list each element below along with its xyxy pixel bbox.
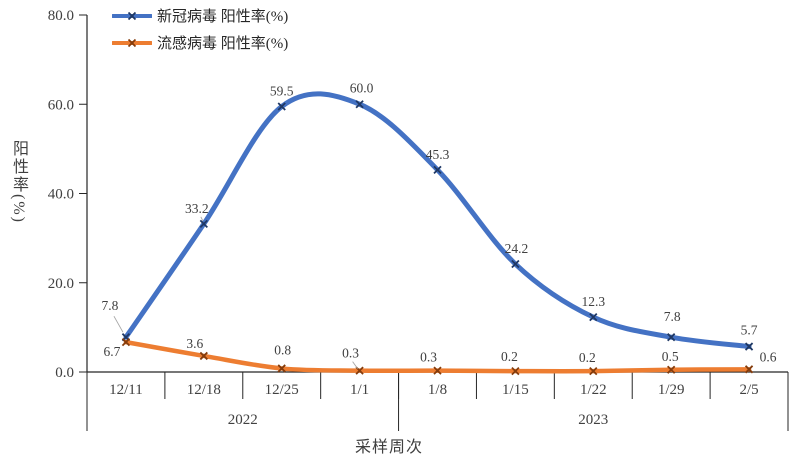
flu-data-label: 6.7 (104, 344, 121, 359)
covid-marker-icon (667, 333, 676, 342)
covid-marker-icon (355, 100, 364, 109)
year-group-label: 2023 (578, 412, 608, 428)
covid-data-label: 45.3 (426, 147, 450, 162)
flu-marker-icon (744, 365, 754, 374)
legend-label-flu: 流感病毒 阳性率(%) (157, 36, 289, 52)
covid-marker-icon (589, 312, 598, 322)
year-group-label: 2022 (228, 412, 258, 428)
flu-data-label: 3.6 (186, 336, 203, 351)
y-tick-label: 60.0 (48, 97, 74, 113)
flu-marker-icon (667, 365, 676, 374)
flu-data-label: 0.3 (342, 346, 359, 361)
y-tick-label: 20.0 (48, 276, 74, 292)
data-label-leader-line (352, 361, 358, 369)
x-category-label: 1/29 (658, 382, 685, 398)
data-label-leader-line (113, 315, 124, 333)
covid-data-label: 7.8 (102, 298, 119, 313)
x-axis-title: 采样周次 (355, 439, 424, 456)
flu-marker-icon (433, 366, 442, 375)
covid-marker-icon (511, 259, 520, 269)
legend: 新冠病毒 阳性率(%) 流感病毒 阳性率(%) (112, 2, 288, 56)
x-category-label: 2/5 (739, 382, 758, 398)
legend-label-covid: 新冠病毒 阳性率(%) (157, 9, 289, 25)
y-tick-label: 80.0 (48, 8, 74, 24)
x-category-label: 1/22 (580, 382, 607, 398)
x-category-label: 12/18 (187, 382, 221, 398)
covid-data-label: 59.5 (270, 83, 294, 98)
covid-marker-icon (277, 102, 286, 111)
x-category-label: 12/11 (109, 382, 143, 398)
y-axis-title: 阳性率(%) (10, 140, 27, 224)
y-tick-label: 0.0 (55, 365, 74, 381)
x-category-label: 1/15 (502, 382, 529, 398)
flu-data-label: 0.2 (579, 350, 596, 365)
flu-marker-icon (277, 364, 286, 373)
flu-marker-icon (511, 366, 520, 376)
covid-marker-icon (199, 219, 208, 228)
flu-marker-icon (589, 366, 598, 376)
covid-data-label: 24.2 (505, 241, 529, 256)
flu-data-label: 0.8 (274, 342, 291, 357)
covid-data-label: 5.7 (741, 323, 758, 338)
y-tick-label: 40.0 (48, 187, 74, 203)
covid-line-swatch-icon (112, 11, 152, 20)
flu-line-swatch-icon (112, 38, 152, 47)
flu-data-label: 0.6 (760, 349, 777, 364)
x-category-label: 12/25 (265, 382, 299, 398)
covid-data-label: 60.0 (350, 80, 374, 95)
x-category-label: 1/1 (350, 382, 369, 398)
legend-item-flu: 流感病毒 阳性率(%) (112, 29, 288, 56)
covid-marker-icon (744, 342, 754, 351)
x-category-label: 1/8 (428, 382, 447, 398)
flu-line (123, 339, 752, 374)
covid-data-label: 12.3 (581, 294, 605, 309)
legend-item-covid: 新冠病毒 阳性率(%) (112, 2, 288, 29)
data-label-leader-line (200, 216, 204, 222)
flu-marker-icon (121, 337, 131, 347)
flu-data-label: 0.5 (662, 349, 679, 364)
flu-data-label: 0.2 (501, 349, 518, 364)
covid-marker-icon (433, 165, 442, 174)
covid-line (123, 91, 752, 350)
covid-data-label: 33.2 (185, 201, 209, 216)
flu-marker-icon (199, 351, 208, 361)
flu-data-label: 0.3 (420, 350, 437, 365)
covid-data-label: 7.8 (664, 309, 681, 324)
